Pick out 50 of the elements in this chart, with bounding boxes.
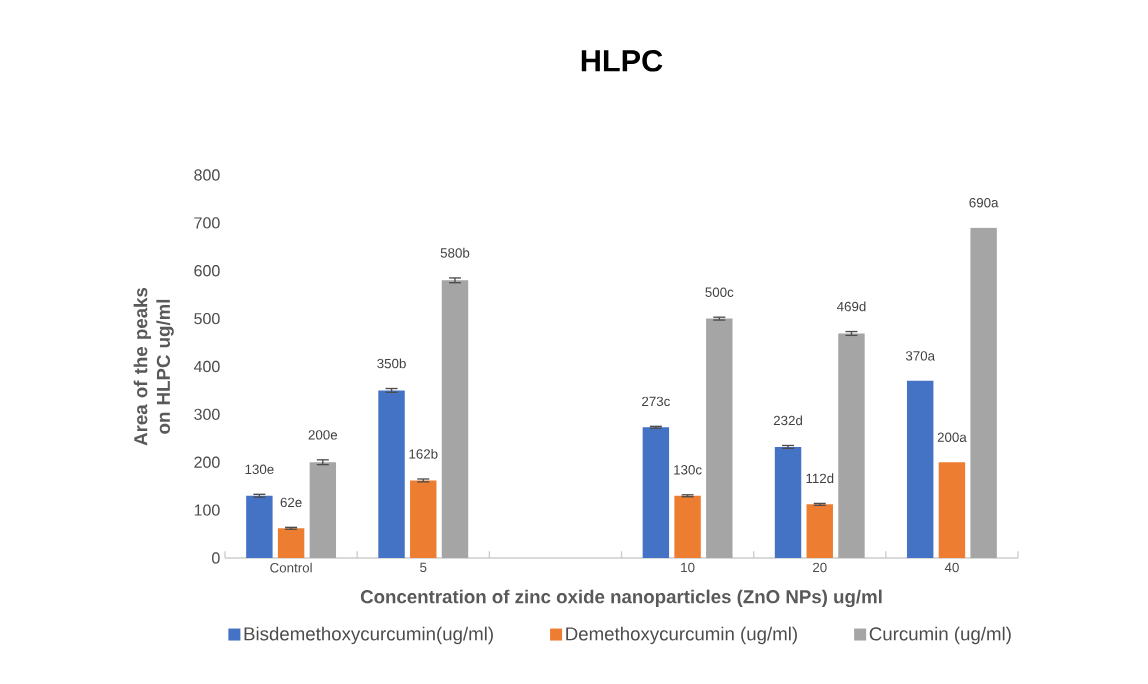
bar [309, 462, 337, 558]
bar [706, 318, 733, 558]
bar [806, 504, 833, 558]
data-label: 62e [280, 497, 302, 508]
y-tick-label: 300 [194, 408, 220, 421]
bar [838, 333, 865, 558]
x-tick-label: 20 [813, 562, 827, 573]
bar [410, 480, 437, 558]
data-label: 200e [308, 430, 338, 440]
data-label: 469d [836, 301, 866, 312]
y-tick-label: 400 [193, 360, 220, 373]
chart-title: HLPC [581, 49, 663, 72]
legend-label: Bisdemethoxycurcumin(ug/ml) [244, 626, 493, 645]
data-label: 112d [806, 473, 834, 484]
bar [378, 390, 405, 558]
data-label: 162b [409, 448, 438, 459]
data-label: 690a [969, 197, 999, 208]
bar [642, 427, 670, 558]
y-tick-label: 600 [194, 265, 220, 277]
bar [674, 495, 701, 558]
x-tick-label: 5 [420, 562, 427, 572]
y-tick-label: 100 [194, 504, 220, 516]
data-label: 370a [905, 351, 936, 361]
data-label: 130e [245, 464, 274, 475]
data-label: 232d [773, 415, 803, 426]
bar [906, 380, 934, 558]
x-tick-label: 10 [681, 562, 695, 573]
x-axis-title: Concentration of zinc oxide nanoparticles (ZnO NPs) ug/ml [360, 589, 882, 608]
y-tick-label: 0 [212, 552, 220, 564]
data-label: 273c [642, 396, 670, 407]
data-label: 200a [937, 432, 967, 442]
legend-label: Demethoxycurcumin (ug/ml) [566, 626, 797, 645]
legend-label: Curcumin (ug/ml) [869, 626, 1011, 645]
x-tick-label: Control [270, 562, 312, 573]
data-label: 350b [377, 358, 406, 369]
bar [277, 528, 305, 558]
data-label: 500c [705, 287, 734, 297]
bar [246, 495, 273, 558]
x-tick-label: 40 [944, 562, 959, 573]
data-label: 580b [440, 247, 470, 258]
bar [441, 280, 469, 558]
y-axis-title: Area of the peaks on HLPC ug/ml [133, 287, 174, 446]
data-label: 130c [674, 465, 702, 475]
y-tick-label: 700 [194, 217, 220, 229]
y-tick-label: 800 [194, 169, 220, 181]
bar [970, 227, 997, 558]
y-tick-label: 200 [194, 456, 220, 468]
bar [938, 462, 966, 558]
y-tick-label: 500 [194, 312, 220, 325]
bar [774, 446, 802, 558]
